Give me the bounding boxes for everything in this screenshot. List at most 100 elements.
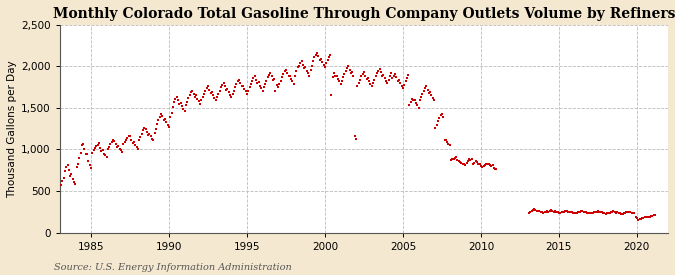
Point (121, 138, 132, 142)
Point (243, 88, 254, 93)
Point (430, 126, 441, 130)
Point (421, 84, 432, 89)
Point (259, 85, 269, 89)
Point (170, 97, 181, 101)
Point (422, 87, 433, 92)
Point (250, 78, 261, 82)
Point (202, 84, 213, 89)
Point (590, 210, 601, 214)
Point (152, 122, 163, 126)
Point (464, 157, 475, 162)
Point (260, 82, 271, 86)
Point (351, 136, 362, 141)
Point (244, 85, 255, 89)
Point (267, 78, 278, 82)
Point (151, 126, 161, 131)
Point (265, 71, 275, 75)
Point (597, 210, 608, 215)
Point (413, 106, 424, 110)
Point (104, 145, 115, 149)
Point (166, 111, 177, 115)
Point (543, 209, 554, 214)
Point (612, 210, 623, 214)
Point (284, 74, 294, 79)
Point (97, 148, 108, 153)
Point (562, 208, 572, 213)
Point (541, 209, 551, 214)
Point (582, 210, 593, 215)
Point (388, 73, 399, 78)
Point (253, 80, 264, 84)
Point (217, 82, 227, 87)
Point (605, 210, 616, 214)
Point (103, 147, 113, 151)
Point (539, 210, 550, 214)
Point (404, 103, 415, 108)
Point (368, 81, 379, 85)
Point (75, 151, 86, 155)
Point (395, 81, 406, 85)
Point (391, 75, 402, 79)
Point (87, 151, 98, 155)
Point (252, 81, 263, 85)
Point (535, 209, 546, 214)
Point (105, 142, 116, 147)
Point (347, 70, 358, 75)
Point (215, 85, 226, 89)
Point (562, 209, 573, 214)
Point (538, 211, 549, 215)
Point (460, 163, 470, 167)
Point (287, 79, 298, 84)
Point (620, 211, 630, 215)
Point (530, 208, 541, 212)
Point (558, 210, 568, 214)
Point (524, 210, 535, 215)
Point (162, 122, 173, 127)
Point (179, 109, 190, 114)
Point (153, 117, 164, 122)
Point (402, 76, 412, 80)
Point (157, 114, 168, 119)
Point (180, 102, 191, 107)
Point (399, 82, 410, 87)
Point (483, 162, 494, 167)
Point (333, 77, 344, 81)
Point (340, 68, 351, 73)
Point (358, 70, 369, 75)
Point (298, 62, 308, 67)
Point (263, 75, 273, 79)
Point (115, 148, 126, 153)
Point (630, 215, 641, 219)
Point (274, 82, 285, 86)
Point (322, 57, 333, 62)
Point (146, 136, 157, 141)
Point (141, 130, 152, 134)
Point (61, 165, 72, 169)
Point (456, 161, 467, 165)
Point (208, 93, 219, 98)
Point (167, 105, 178, 109)
Point (425, 90, 435, 94)
Point (647, 213, 658, 218)
Point (457, 161, 468, 166)
Point (632, 218, 643, 222)
Point (603, 211, 614, 215)
Point (638, 216, 649, 220)
Point (70, 181, 81, 186)
Point (230, 85, 240, 89)
Point (381, 78, 392, 83)
Point (292, 65, 303, 70)
Point (608, 209, 619, 214)
Point (246, 78, 257, 83)
Point (420, 86, 431, 90)
Point (319, 62, 329, 67)
Point (568, 211, 578, 215)
Point (275, 78, 286, 83)
Point (335, 82, 346, 86)
Point (194, 99, 205, 103)
Point (533, 209, 543, 213)
Point (140, 126, 151, 131)
Point (144, 131, 155, 136)
Point (637, 216, 647, 220)
Point (435, 113, 446, 118)
